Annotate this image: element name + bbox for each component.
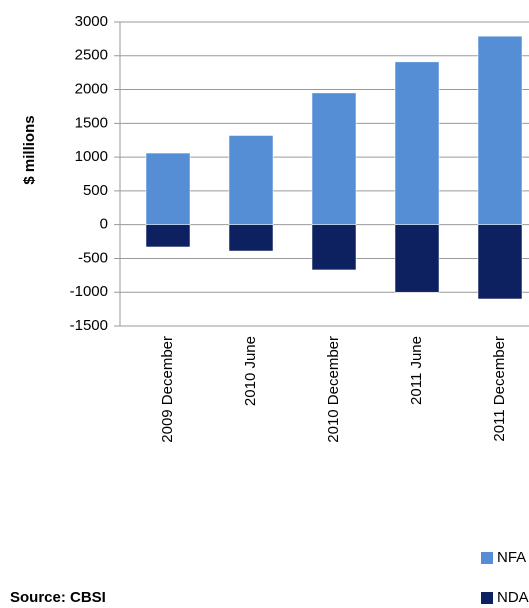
x-tick-label: 2011 December [491,336,508,442]
y-tick-label: 0 [100,216,108,233]
y-tick-label: 1000 [75,148,108,165]
bar [311,224,357,271]
legend-label: NFA [497,549,526,566]
y-tick-label: -1000 [70,283,108,300]
bar [228,135,274,225]
bar [145,152,191,225]
x-tick-label: 2010 December [325,336,342,443]
bar [394,224,440,293]
x-tick-label: 2011 June [408,336,425,405]
y-tick-label: 1500 [75,114,108,131]
source-note: Source: CBSI [10,589,106,606]
bar [477,224,523,300]
x-tick-label: 2010 June [242,336,259,406]
bar [145,224,191,248]
bar [311,92,357,225]
bar [477,35,523,225]
y-tick-label: -500 [78,249,108,266]
legend-label: NDA [497,589,529,606]
y-tick-label: 2000 [75,81,108,98]
y-tick-label: -1500 [70,317,108,334]
y-axis-label: $ millions [21,115,38,184]
y-tick-label: 2500 [75,47,108,64]
bar [394,61,440,225]
bar [228,224,274,252]
legend-swatch [481,552,493,564]
y-tick-label: 500 [83,182,108,199]
legend-swatch [481,592,493,604]
y-tick-label: 3000 [75,13,108,30]
x-tick-label: 2009 December [159,336,176,443]
